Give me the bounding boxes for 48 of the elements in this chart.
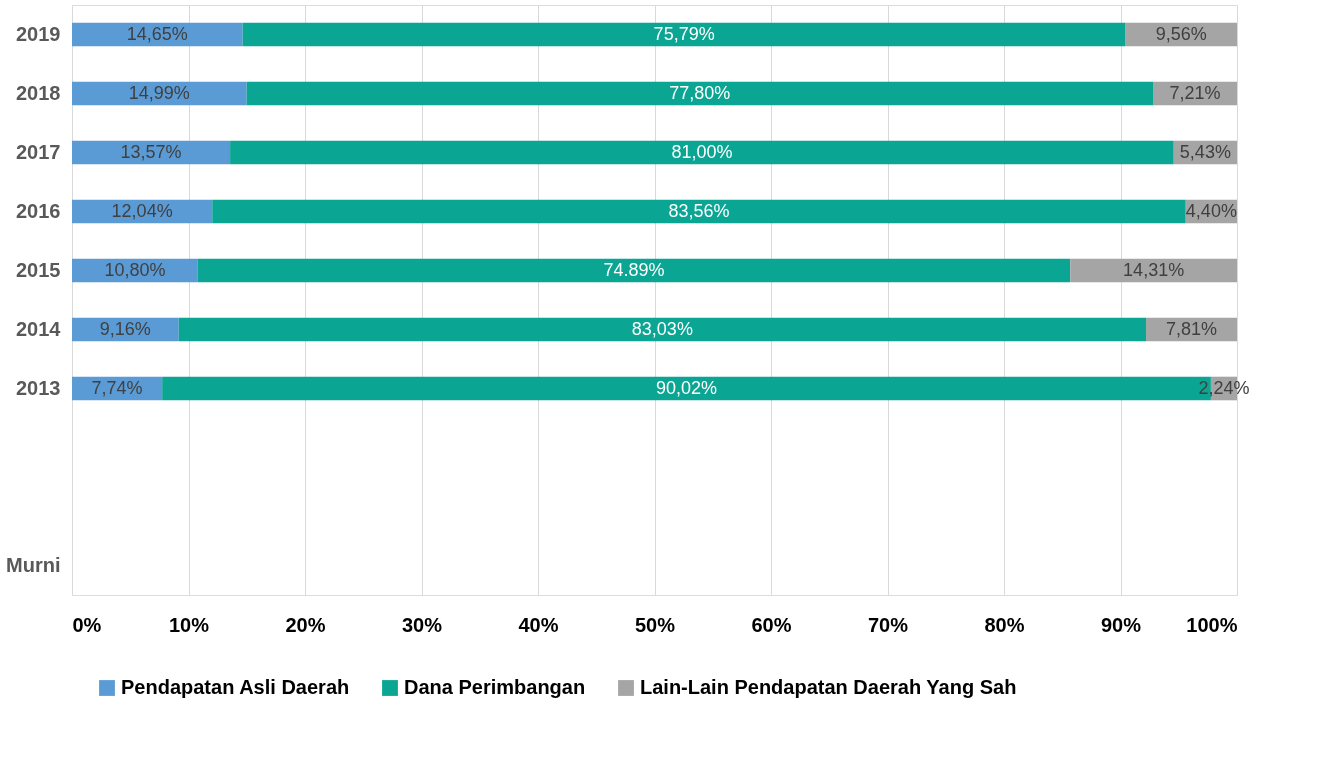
- y-tick-label: Murni: [6, 553, 61, 576]
- data-label: 9,16%: [99, 318, 151, 339]
- data-label: 7,81%: [1165, 318, 1218, 339]
- y-tick-label: 2017: [16, 140, 61, 163]
- x-tick-label: 0%: [72, 613, 102, 636]
- legend-label: Dana Perimbangan: [404, 676, 586, 698]
- data-label: 83,56%: [668, 200, 730, 221]
- bar: [230, 140, 1174, 165]
- y-tick-label: 2015: [16, 258, 61, 281]
- data-label: 9,56%: [1155, 23, 1207, 44]
- data-label: 74.89%: [603, 259, 665, 280]
- data-label: 77,80%: [669, 82, 731, 103]
- y-tick-label: 2019: [16, 22, 61, 45]
- legend-label: Lain-Lain Pendapatan Daerah Yang Sah: [640, 676, 1017, 698]
- y-tick-label: 2014: [16, 317, 62, 340]
- data-label: 5,43%: [1179, 141, 1231, 162]
- data-label: 12,04%: [111, 200, 173, 221]
- y-tick-label: 2016: [16, 199, 61, 222]
- x-tick-label: 50%: [634, 613, 676, 636]
- data-label: 4,40%: [1185, 200, 1237, 221]
- data-label: 13,57%: [120, 141, 182, 162]
- x-tick-label: 30%: [401, 613, 443, 636]
- bar: [197, 258, 1071, 283]
- data-label: 7,21%: [1169, 82, 1221, 103]
- x-tick-label: 80%: [984, 613, 1025, 636]
- x-tick-label: 10%: [168, 613, 210, 636]
- x-tick-label: 90%: [1100, 613, 1142, 636]
- bar: [178, 317, 1147, 342]
- bar: [212, 199, 1186, 224]
- data-label: 14,65%: [126, 23, 188, 44]
- legend-label: Pendapatan Asli Daerah: [121, 676, 350, 698]
- y-tick-label: 2018: [16, 81, 61, 104]
- data-label: 14,99%: [128, 82, 190, 103]
- data-label: 75,79%: [653, 23, 715, 44]
- data-label: 14,31%: [1123, 259, 1185, 280]
- data-label: 90,02%: [656, 377, 718, 398]
- x-tick-label: 100%: [1186, 613, 1238, 636]
- x-tick-label: 40%: [518, 613, 559, 636]
- bar: [246, 81, 1153, 106]
- data-label: 10,80%: [104, 259, 166, 280]
- data-label: 81,00%: [671, 141, 733, 162]
- bar: [242, 22, 1126, 47]
- x-tick-label: 60%: [751, 613, 792, 636]
- y-tick-label: 2013: [16, 376, 61, 399]
- x-tick-label: 20%: [285, 613, 326, 636]
- data-label: 83,03%: [631, 318, 693, 339]
- data-label: 7,74%: [91, 377, 143, 398]
- x-tick-label: 70%: [867, 613, 909, 636]
